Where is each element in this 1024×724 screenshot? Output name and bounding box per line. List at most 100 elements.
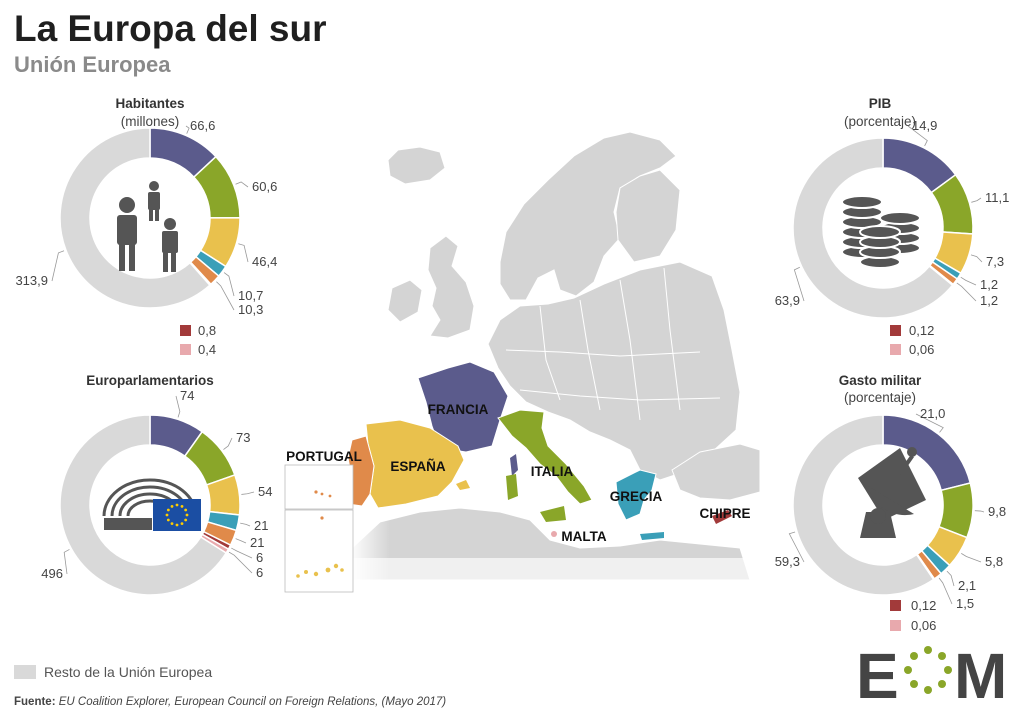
data-label-gasto-militar-italia: 9,8 xyxy=(988,504,1006,519)
leader-line-gasto-militar-grecia xyxy=(946,570,955,587)
map-ireland xyxy=(387,279,423,323)
leader-line-habitantes-grecia xyxy=(223,272,235,297)
donut-segment-europarlamentarios-resto xyxy=(59,414,228,596)
leader-line-gasto-militar-portugal xyxy=(938,577,953,605)
leader-line-gasto-militar-resto xyxy=(788,531,805,563)
data-label-pib-portugal: 1,2 xyxy=(980,293,998,308)
leader-line-europarlamentarios-malta xyxy=(228,551,253,574)
data-label-pib-malta: 0,06 xyxy=(909,342,934,357)
legend-square-pib-chipre xyxy=(890,325,901,336)
map-label-francia: FRANCIA xyxy=(428,402,489,417)
map-country-corsica xyxy=(510,454,518,476)
leader-line-gasto-militar-espana xyxy=(961,553,982,563)
donut-chart-pib: 14,9 11,1 7,3 1,21,2 0,12 0,06 63,9 xyxy=(775,118,1010,357)
map-madeira-islands xyxy=(320,516,324,520)
donut-segment-habitantes-resto xyxy=(59,127,211,309)
data-label-europarlamentarios-malta: 6 xyxy=(256,565,263,580)
data-label-habitantes-espana: 46,4 xyxy=(252,254,277,269)
leader-line-pib-resto xyxy=(793,266,805,302)
leader-line-europarlamentarios-grecia xyxy=(240,522,251,527)
eu-star-icon xyxy=(166,508,170,512)
data-label-gasto-militar-espana: 5,8 xyxy=(985,554,1003,569)
map-label-italia: ITALIA xyxy=(531,464,574,479)
leader-line-habitantes-espana xyxy=(238,243,249,263)
leader-line-habitantes-portugal xyxy=(216,281,235,311)
satellite-dish-icon xyxy=(858,447,926,538)
data-label-pib-francia: 14,9 xyxy=(912,118,937,133)
data-label-habitantes-francia: 66,6 xyxy=(190,118,215,133)
europe-map: FRANCIA PORTUGAL ESPAÑA ITALIA GRECIA CH… xyxy=(284,131,761,593)
data-label-europarlamentarios-grecia: 21 xyxy=(254,518,268,533)
leader-line-pib-grecia xyxy=(960,276,977,286)
data-label-europarlamentarios-espana: 54 xyxy=(258,484,272,499)
data-label-gasto-militar-portugal: 1,5 xyxy=(956,596,974,611)
eu-star-icon xyxy=(185,513,189,517)
data-label-gasto-militar-malta: 0,06 xyxy=(911,618,936,633)
map-label-portugal: PORTUGAL xyxy=(286,449,362,464)
map-inset-azores xyxy=(284,464,354,510)
eu-star-icon xyxy=(165,513,169,517)
leader-line-europarlamentarios-portugal xyxy=(235,538,247,544)
data-label-pib-resto: 63,9 xyxy=(775,293,800,308)
svg-text:M: M xyxy=(954,640,1007,706)
legend-square-pib-malta xyxy=(890,344,901,355)
source-label: Fuente: xyxy=(14,696,56,708)
data-label-habitantes-grecia: 10,7 xyxy=(238,288,263,303)
map-country-grecia xyxy=(615,469,657,521)
chart-subtitle-gasto-militar: (porcentaje) xyxy=(843,390,917,405)
map-country-chipre xyxy=(712,510,732,524)
eu-star-icon xyxy=(184,518,188,522)
eom-logo: E M xyxy=(856,640,1007,706)
source-text: EU Coalition Explorer, European Council … xyxy=(58,696,447,708)
chart-title-gasto-militar: Gasto militar xyxy=(838,373,922,388)
svg-text:E: E xyxy=(856,640,899,706)
map-country-malta xyxy=(551,531,557,537)
donut-segment-pib-resto xyxy=(792,137,954,319)
eu-star-icon xyxy=(170,522,174,526)
chart-title-europarlamentarios: Europarlamentarios xyxy=(86,373,214,388)
leader-line-pib-francia xyxy=(907,125,928,147)
legend-square-habitantes-malta xyxy=(180,344,191,355)
people-icon xyxy=(117,181,178,272)
map-iceland xyxy=(387,146,446,185)
data-label-habitantes-italia: 60,6 xyxy=(252,179,277,194)
eu-star-icon xyxy=(184,508,188,512)
leader-line-habitantes-italia xyxy=(235,181,249,188)
data-label-pib-espana: 7,3 xyxy=(986,254,1004,269)
data-label-pib-chipre: 0,12 xyxy=(909,323,934,338)
leader-line-pib-portugal xyxy=(956,282,977,302)
map-turkey xyxy=(671,443,761,501)
eu-star-icon xyxy=(166,518,170,522)
map-country-sardinia xyxy=(506,474,518,500)
eu-star-icon xyxy=(175,523,179,527)
chart-subtitle-pib: (porcentaje) xyxy=(843,114,917,129)
data-label-habitantes-chipre: 0,8 xyxy=(198,323,216,338)
legend-square-gasto-militar-chipre xyxy=(890,600,901,611)
data-label-gasto-militar-grecia: 2,1 xyxy=(958,578,976,593)
leader-line-habitantes-francia xyxy=(185,125,190,134)
map-scandinavia xyxy=(499,131,677,301)
data-label-pib-grecia: 1,2 xyxy=(980,277,998,292)
page-subtitle: Unión Europea xyxy=(14,52,171,77)
leader-line-europarlamentarios-francia xyxy=(175,395,181,418)
map-label-espana: ESPAÑA xyxy=(390,459,446,474)
page-title: La Europa del sur xyxy=(14,8,327,49)
leader-line-gasto-militar-francia xyxy=(915,413,944,433)
eu-flag-icon xyxy=(153,499,201,531)
map-country-francia xyxy=(417,361,509,453)
donut-chart-gasto-militar: 21,0 9,8 5,8 2,1 1,5 0,12 0,06 59,3 xyxy=(775,406,1006,633)
map-label-chipre: CHIPRE xyxy=(699,506,750,521)
leader-line-pib-italia xyxy=(971,197,982,203)
map-uk xyxy=(427,235,475,339)
data-label-gasto-militar-chipre: 0,12 xyxy=(911,598,936,613)
eu-star-icon xyxy=(180,504,184,508)
legend-square-habitantes-chipre xyxy=(180,325,191,336)
data-label-habitantes-portugal: 10,3 xyxy=(238,302,263,317)
legend-rest-of-eu: Resto de la Unión Europea xyxy=(14,664,212,680)
map-country-baleares xyxy=(456,480,470,490)
eom-logo-ring xyxy=(904,646,952,694)
leader-line-pib-espana xyxy=(970,254,983,263)
data-label-gasto-militar-francia: 21,0 xyxy=(920,406,945,421)
data-label-habitantes-malta: 0,4 xyxy=(198,342,216,357)
